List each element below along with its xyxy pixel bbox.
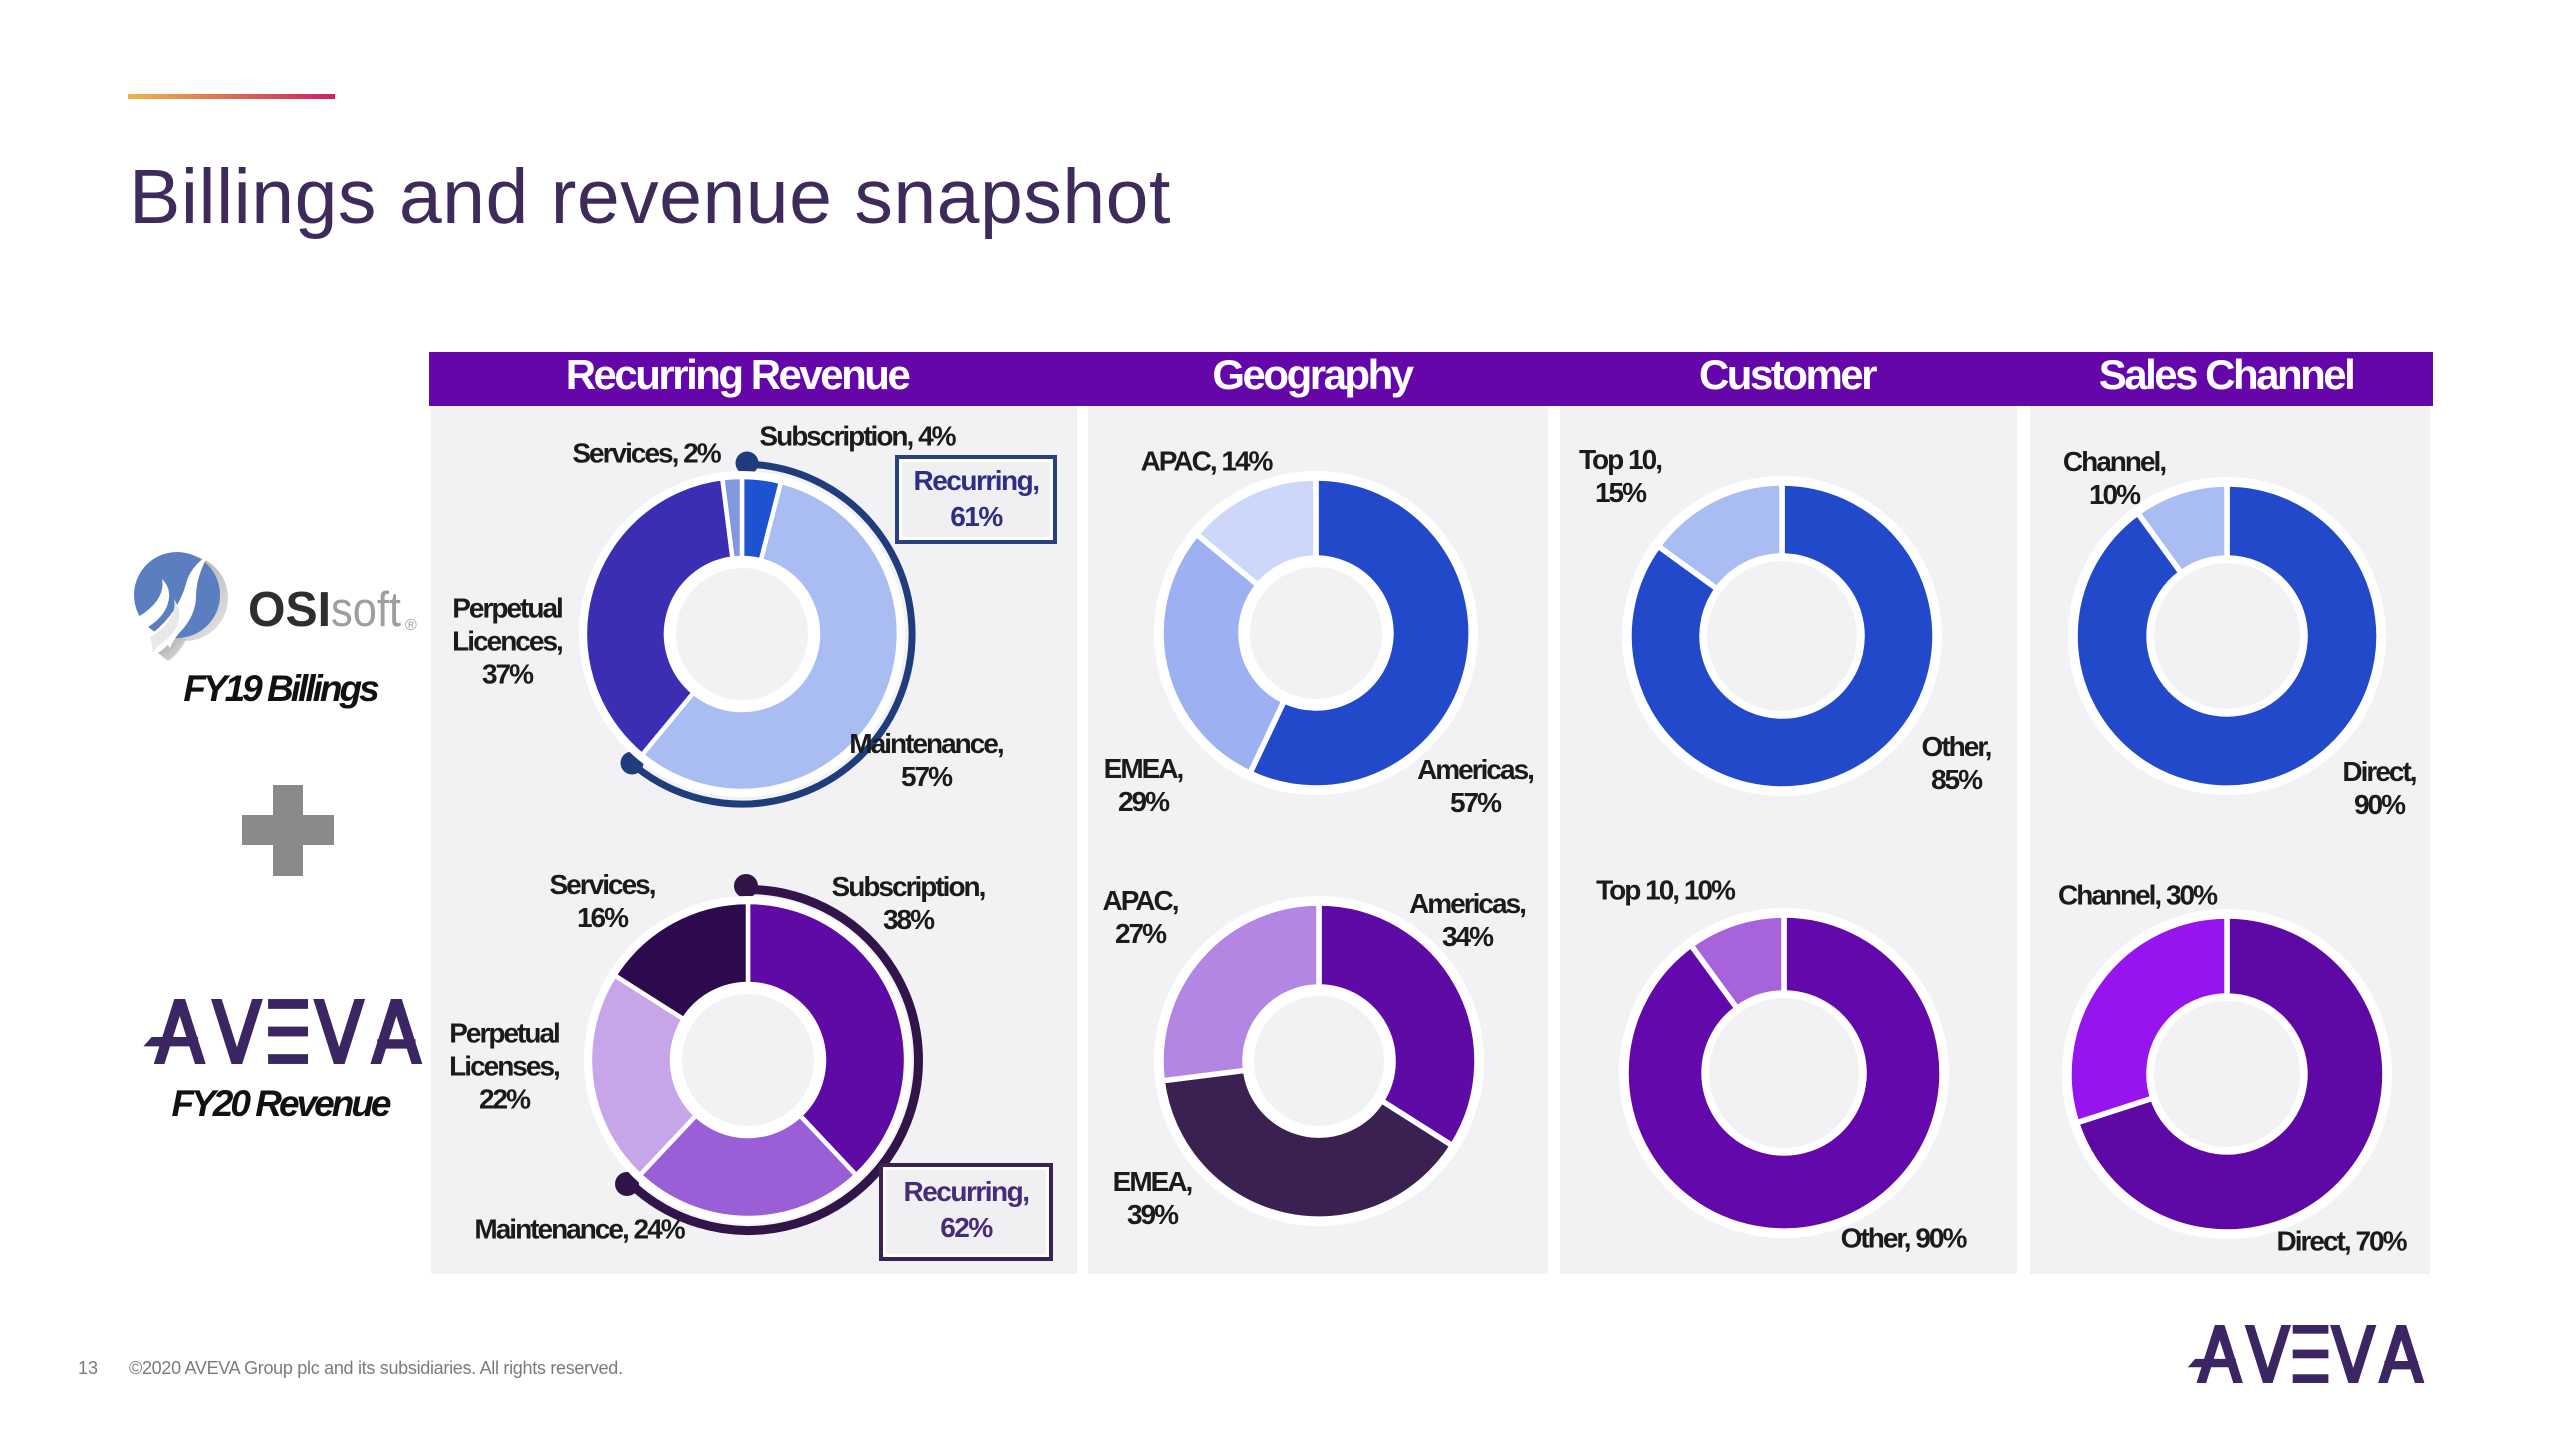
svg-text:®: ® <box>405 617 417 634</box>
svg-text:soft: soft <box>331 583 401 637</box>
svg-text:OSI: OSI <box>248 583 331 637</box>
